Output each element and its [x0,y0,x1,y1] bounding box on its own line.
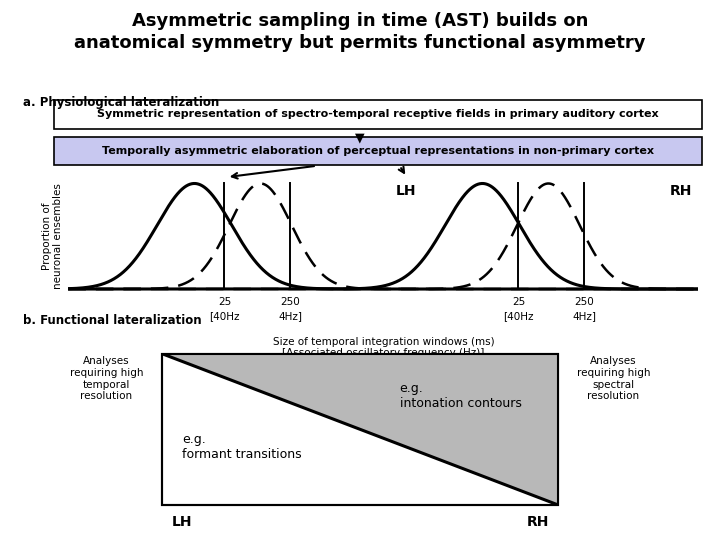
Text: Analyses
requiring high
spectral
resolution: Analyses requiring high spectral resolut… [577,356,650,401]
Text: LH: LH [171,516,192,530]
Text: LH: LH [396,184,416,198]
Text: 25: 25 [512,298,525,307]
Text: Asymmetric sampling in time (AST) builds on
anatomical symmetry but permits func: Asymmetric sampling in time (AST) builds… [74,12,646,52]
Text: RH: RH [527,516,549,530]
Text: Symmetric representation of spectro-temporal receptive fields in primary auditor: Symmetric representation of spectro-temp… [97,110,659,119]
Text: 4Hz]: 4Hz] [279,311,302,321]
Text: 4Hz]: 4Hz] [572,311,596,321]
Text: Temporally asymmetric elaboration of perceptual representations in non-primary c: Temporally asymmetric elaboration of per… [102,146,654,156]
Text: e.g.
intonation contours: e.g. intonation contours [400,382,521,410]
Text: b. Functional lateralization: b. Functional lateralization [23,314,202,327]
Text: 250: 250 [281,298,300,307]
Text: e.g.
formant transitions: e.g. formant transitions [181,434,302,462]
Text: [40Hz: [40Hz [503,311,534,321]
Text: a. Physiological lateralization: a. Physiological lateralization [23,96,220,109]
Polygon shape [162,354,558,505]
Text: [40Hz: [40Hz [209,311,240,321]
Text: 250: 250 [575,298,594,307]
Text: ▼: ▼ [355,131,365,144]
Text: Proportion of
neuronal ensembles: Proportion of neuronal ensembles [42,183,63,289]
Text: Analyses
requiring high
temporal
resolution: Analyses requiring high temporal resolut… [70,356,143,401]
Text: RH: RH [670,184,692,198]
Text: 25: 25 [217,298,231,307]
Text: Size of temporal integration windows (ms)
[Associated oscillatory frequency (Hz): Size of temporal integration windows (ms… [273,336,494,358]
